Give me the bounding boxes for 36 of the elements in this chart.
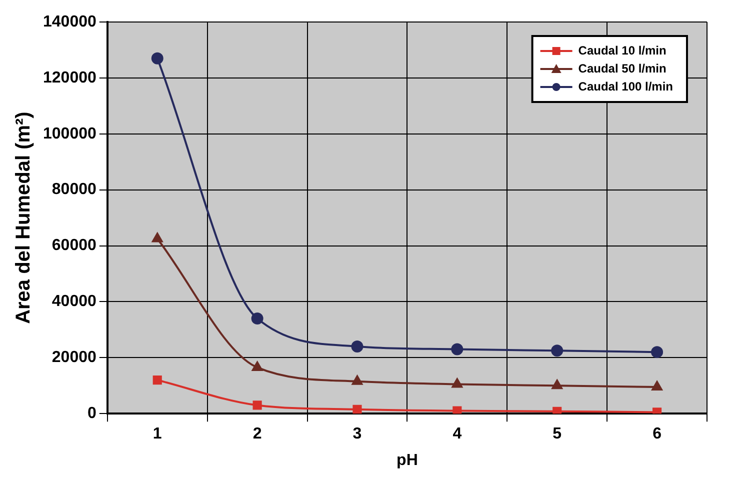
point (151, 52, 164, 64)
y-tick-label: 40000 (52, 293, 96, 310)
point (252, 361, 263, 371)
y-tick-label: 120000 (43, 69, 96, 86)
point (351, 340, 364, 352)
point (152, 232, 163, 242)
legend-label: Caudal 100 l/min (578, 79, 674, 94)
point (552, 380, 562, 390)
y-tick-label: 80000 (52, 181, 96, 198)
point (552, 406, 562, 414)
x-tick-label: 5 (552, 426, 562, 443)
y-tick-label: 0 (87, 405, 96, 422)
y-tick-label: 20000 (52, 349, 96, 366)
x-tick-label: 4 (452, 426, 462, 443)
point (152, 376, 162, 385)
x-tick-label: 1 (152, 426, 162, 443)
point (352, 404, 362, 414)
legend-label: Caudal 10 l/min (578, 43, 666, 58)
x-tick-label: 6 (652, 426, 662, 443)
point (352, 375, 363, 385)
point (252, 400, 262, 410)
x-axis-title: pH (396, 452, 418, 469)
point (452, 378, 462, 388)
y-tick-label: 60000 (52, 237, 96, 254)
point (652, 381, 662, 391)
y-tick-label: 100000 (43, 125, 96, 142)
x-tick-label: 3 (352, 426, 362, 443)
point (451, 343, 464, 356)
point (651, 346, 664, 358)
legend-label: Caudal 50 l/min (578, 61, 666, 76)
y-axis-title: Area del Humedal (m²) (12, 112, 35, 324)
point (551, 344, 564, 357)
point (452, 406, 462, 414)
y-tick-label: 140000 (43, 13, 96, 30)
x-tick-label: 2 (252, 426, 262, 443)
point (251, 312, 264, 324)
